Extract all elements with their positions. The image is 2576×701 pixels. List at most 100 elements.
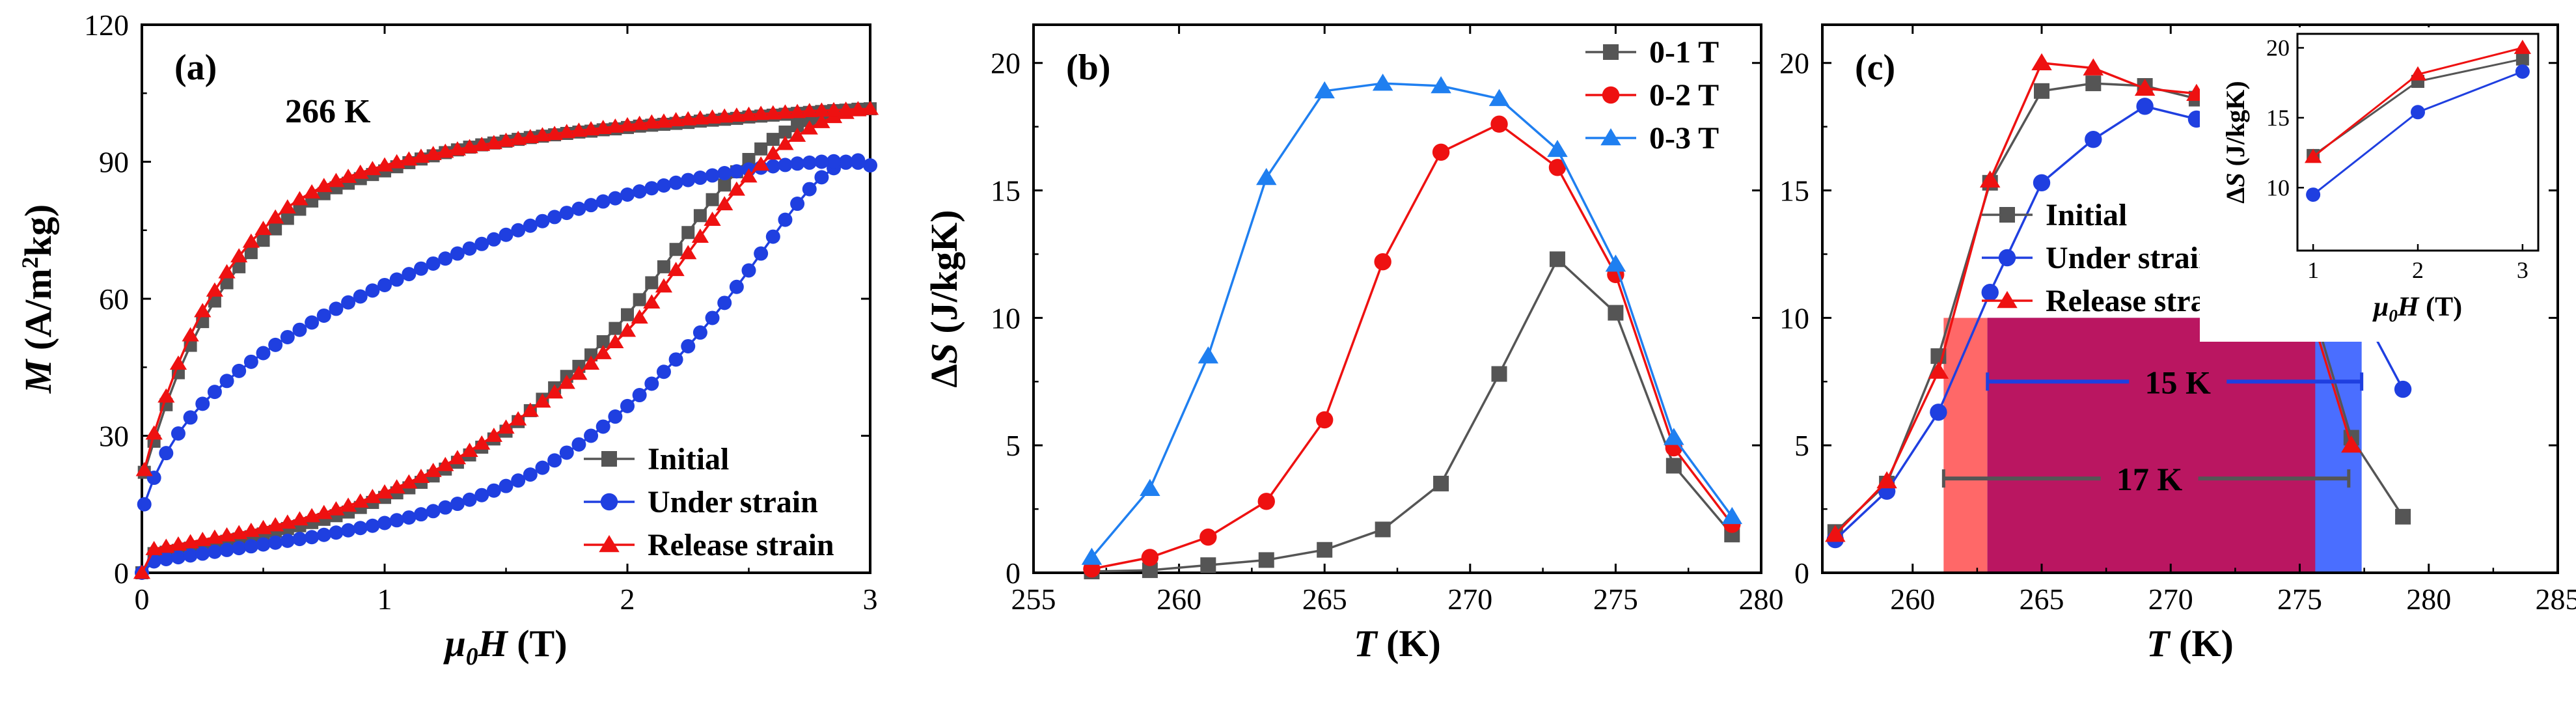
- data-point: [364, 489, 381, 503]
- data-point: [1928, 361, 1949, 379]
- legend-label: 0-1 T: [1649, 35, 1719, 70]
- x-axis-label: μ0H (T): [443, 622, 567, 670]
- data-point: [2341, 435, 2362, 453]
- data-point: [764, 145, 782, 160]
- panel-c: 260 265 270 275 280 285 0 5 10 15 20 (c) T (K) Initia…: [1779, 23, 2576, 665]
- data-point: [861, 100, 879, 115]
- data-point: [341, 523, 356, 538]
- series-line: [1091, 82, 1733, 558]
- data-point: [728, 107, 745, 122]
- data-point: [437, 143, 454, 158]
- data-point: [510, 130, 527, 145]
- data-point: [570, 365, 588, 380]
- inset-x-tick-label: 2: [2412, 257, 2424, 283]
- data-point: [729, 279, 744, 294]
- data-point: [1490, 115, 1508, 133]
- data-point: [545, 384, 564, 399]
- data-point: [1081, 547, 1103, 565]
- data-point: [633, 293, 646, 307]
- legend: Initial Under strain Release strain: [1982, 198, 2232, 318]
- x-tick-label: 280: [2406, 583, 2451, 616]
- series-0-2-t: [1083, 115, 1741, 578]
- data-point: [740, 168, 758, 183]
- data-point: [766, 133, 780, 146]
- data-point: [510, 411, 527, 426]
- y-tick-label: 20: [1779, 47, 1809, 80]
- data-point: [791, 119, 804, 133]
- data-point: [438, 500, 453, 515]
- span-label: 17 K: [2117, 461, 2183, 497]
- legend-item: 0-1 T: [1585, 35, 1719, 70]
- data-point: [523, 218, 538, 233]
- data-point: [656, 178, 671, 193]
- data-point: [388, 479, 405, 494]
- data-point: [159, 551, 174, 566]
- data-point: [412, 469, 430, 484]
- data-point: [133, 564, 151, 579]
- data-point: [776, 104, 794, 119]
- data-point: [801, 103, 818, 117]
- legend-item: 0-2 T: [1585, 78, 1719, 113]
- data-point: [558, 124, 575, 139]
- data-point: [511, 473, 526, 488]
- data-point: [594, 344, 612, 359]
- data-point: [1375, 521, 1391, 538]
- data-point: [655, 113, 673, 128]
- data-point: [424, 463, 442, 477]
- data-point: [450, 497, 465, 512]
- y-tick-label: 60: [99, 282, 129, 316]
- inset-data-point: [2305, 148, 2322, 163]
- data-point: [668, 175, 683, 190]
- data-point: [535, 213, 550, 228]
- data-point: [667, 262, 685, 277]
- data-point: [400, 151, 418, 166]
- data-point: [704, 109, 721, 124]
- data-point: [558, 374, 575, 389]
- data-point: [497, 132, 515, 147]
- data-point: [254, 221, 272, 236]
- data-point: [2033, 174, 2051, 192]
- data-point: [279, 199, 296, 214]
- data-point: [717, 166, 732, 181]
- data-point: [389, 513, 404, 528]
- legend-item: Release strain: [1982, 284, 2232, 318]
- legend-marker: [1602, 86, 1620, 104]
- x-axis-label: T (K): [2146, 622, 2234, 665]
- data-point: [534, 393, 551, 408]
- data-point: [1930, 404, 1947, 421]
- data-point: [521, 129, 539, 143]
- data-point: [377, 515, 392, 530]
- data-point: [752, 156, 770, 171]
- x-tick-label: 265: [1302, 583, 1347, 616]
- data-point: [643, 114, 661, 129]
- temperature-span-rects: [1943, 318, 2362, 573]
- data-point: [413, 507, 428, 522]
- data-point: [182, 327, 199, 342]
- data-point: [607, 118, 624, 133]
- data-point: [473, 435, 491, 450]
- data-point: [1198, 346, 1219, 364]
- data-point: [402, 267, 417, 282]
- inset-y-tick-label: 15: [2266, 105, 2290, 131]
- series-line: [1091, 257, 1733, 573]
- data-point: [474, 488, 489, 502]
- data-point: [1721, 506, 1743, 525]
- data-point: [305, 530, 320, 545]
- data-point: [291, 191, 308, 206]
- legend-label: 0-3 T: [1649, 121, 1719, 156]
- y-tick-label: 10: [991, 301, 1021, 335]
- x-tick-label: 280: [1739, 583, 1784, 616]
- data-point: [802, 182, 817, 197]
- data-point: [499, 227, 514, 242]
- data-point: [1372, 74, 1393, 91]
- data-point: [692, 325, 707, 340]
- data-point: [1140, 478, 1160, 497]
- data-point: [754, 142, 768, 156]
- data-point: [388, 154, 405, 169]
- data-point: [206, 282, 224, 297]
- legend-marker: [1603, 44, 1619, 60]
- inset-y-axis-label: ΔS (J/kgK): [2221, 81, 2250, 203]
- legend-label: Initial: [648, 442, 729, 476]
- y-tick-label: 30: [99, 420, 129, 453]
